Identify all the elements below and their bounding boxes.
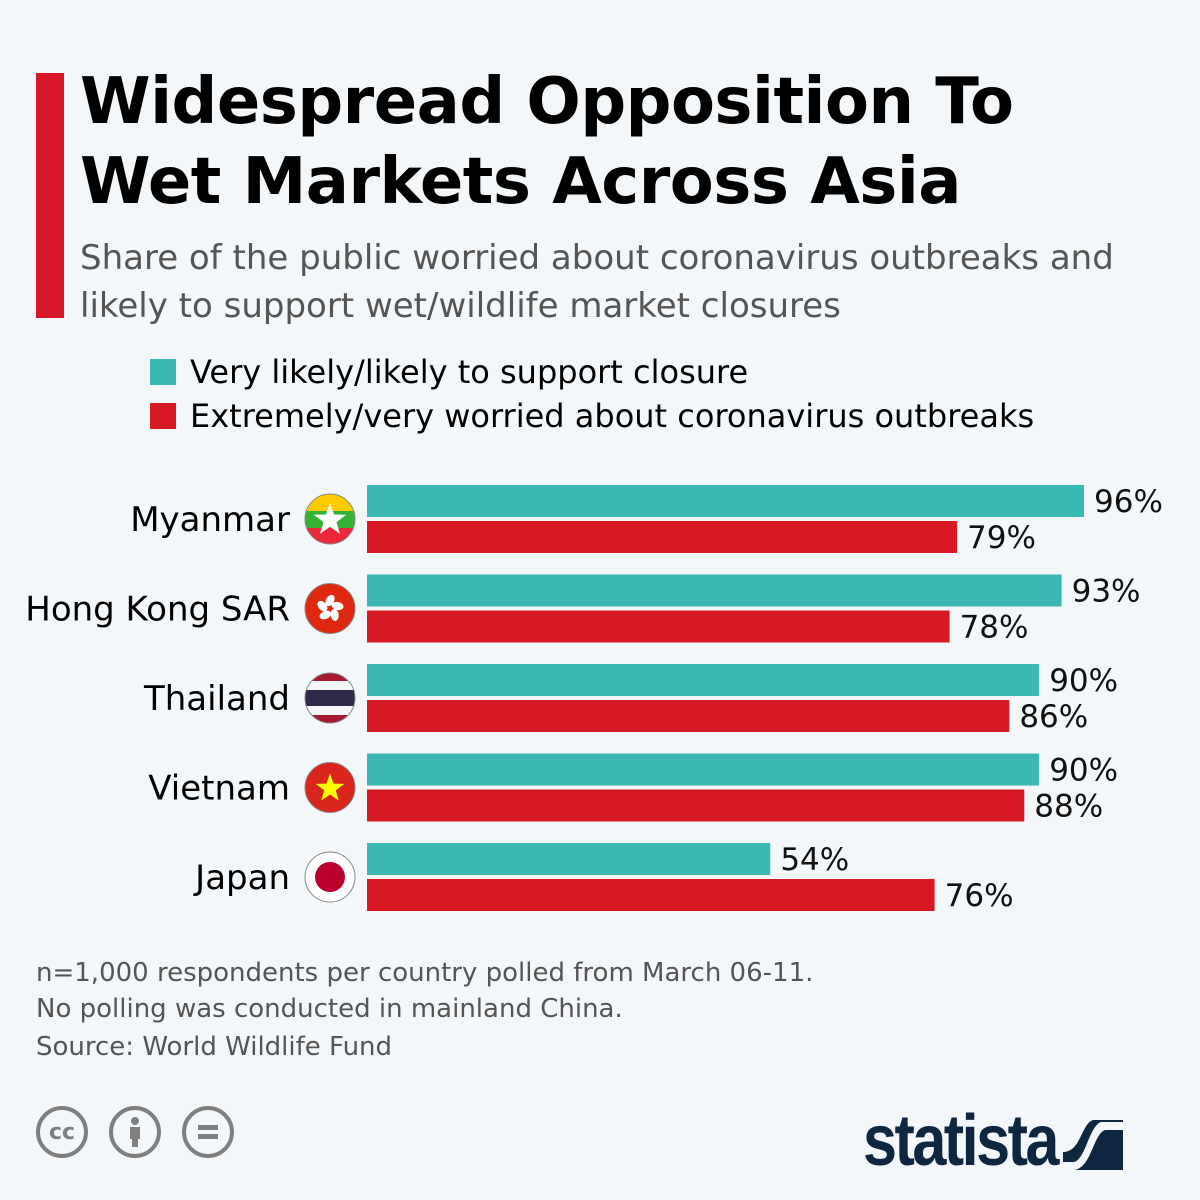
bar-worried	[367, 610, 950, 643]
data-label: 90%	[1049, 753, 1118, 789]
data-label: 54%	[780, 842, 849, 878]
data-label: 96%	[1094, 484, 1163, 520]
category-label: Hong Kong SAR	[25, 590, 290, 630]
thailand-flag-icon	[305, 673, 355, 723]
title-accent-bar	[36, 73, 64, 318]
data-label: 78%	[960, 610, 1029, 646]
bar-worried	[367, 879, 935, 911]
legend: Very likely/likely to support closure Ex…	[150, 350, 1034, 438]
legend-swatch-red	[150, 403, 176, 429]
source: Source: World Wildlife Fund	[36, 1032, 393, 1062]
data-label: 93%	[1072, 574, 1141, 610]
flag-border	[304, 583, 356, 634]
statista-wordmark: statista	[863, 1101, 1059, 1181]
bar-worried	[367, 700, 1010, 732]
legend-label: Very likely/likely to support closure	[190, 353, 749, 391]
person-glyph	[130, 1117, 140, 1147]
equals-glyph	[198, 1125, 218, 1139]
legend-label: Extremely/very worried about coronavirus…	[190, 397, 1035, 435]
title-line-1: Widespread Opposition To	[80, 65, 1014, 139]
footnote-line-2: No polling was conducted in mainland Chi…	[36, 994, 623, 1024]
bar-chart: Myanmar 96% 79% Hong Kong SAR 93% 78% Thailand…	[25, 484, 1163, 914]
legend-swatch-teal	[150, 359, 176, 385]
bar-worried	[367, 521, 958, 553]
flag-border	[304, 672, 356, 724]
vietnam-flag-icon	[305, 762, 355, 813]
bar-worried	[367, 789, 1025, 822]
chart-title: Widespread Opposition To Wet Markets Acro…	[80, 62, 1014, 222]
legend-item-support: Very likely/likely to support closure	[150, 350, 1034, 394]
data-label: 76%	[945, 878, 1014, 914]
data-label: 86%	[1019, 699, 1088, 735]
attribution-icon[interactable]	[109, 1106, 161, 1158]
footnote-line-1: n=1,000 respondents per country polled f…	[36, 958, 814, 988]
statista-logo[interactable]: statista	[863, 1100, 1124, 1182]
category-label: Vietnam	[148, 769, 290, 809]
statista-logo-icon	[1063, 1112, 1124, 1170]
myanmar-flag-icon	[305, 494, 355, 544]
data-label: 79%	[967, 520, 1036, 556]
cc-icon[interactable]: cc	[36, 1106, 88, 1158]
bar-support-closure	[367, 574, 1062, 607]
category-label: Myanmar	[130, 500, 290, 540]
hong-kong-flag-icon	[305, 583, 355, 634]
footnote: n=1,000 respondents per country polled f…	[36, 955, 813, 1027]
category-label: Thailand	[143, 679, 290, 719]
data-label: 90%	[1049, 663, 1118, 699]
title-line-2: Wet Markets Across Asia	[80, 145, 961, 219]
flag-border	[304, 851, 356, 903]
bar-support-closure	[367, 664, 1040, 696]
flag-border	[304, 493, 356, 545]
japan-flag-icon	[305, 852, 355, 902]
bar-support-closure	[367, 753, 1040, 786]
data-label: 88%	[1034, 789, 1103, 825]
bar-support-closure	[367, 843, 771, 875]
legend-item-worried: Extremely/very worried about coronavirus…	[150, 394, 1034, 438]
bar-support-closure	[367, 485, 1084, 517]
no-derivatives-icon[interactable]	[182, 1106, 234, 1158]
flag-border	[304, 762, 356, 813]
category-label: Japan	[193, 858, 290, 898]
chart-subtitle: Share of the public worried about corona…	[80, 238, 1114, 326]
